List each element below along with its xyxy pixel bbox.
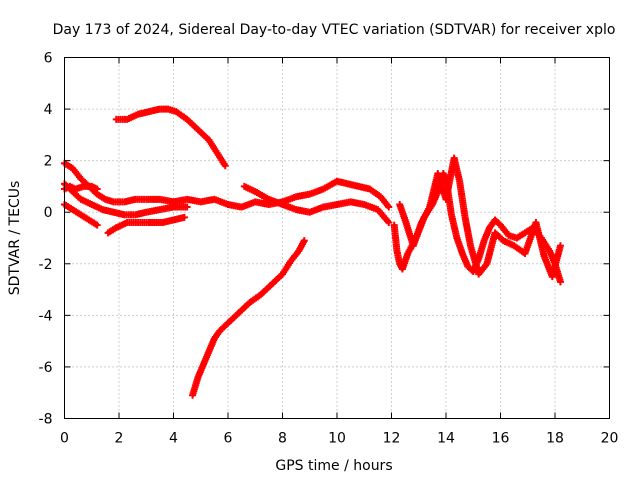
y-tick-label: -8 [39, 412, 53, 428]
x-tick-label: 16 [492, 431, 510, 447]
x-tick-label: 20 [601, 431, 619, 447]
x-tick-label: 18 [546, 431, 564, 447]
series-arc-5 [61, 182, 101, 193]
x-tick-label: 12 [383, 431, 401, 447]
data-point-marker [93, 185, 101, 193]
series-arc-7 [189, 237, 308, 399]
data-point-marker [221, 162, 229, 170]
series-arc-10 [396, 154, 564, 281]
data-point-marker [385, 219, 393, 227]
series-arc-4 [104, 213, 188, 237]
x-tick-label: 6 [224, 431, 233, 447]
y-tick-label: -4 [39, 308, 53, 324]
x-axis-label: GPS time / hours [275, 458, 392, 474]
x-tick-label: 0 [60, 431, 69, 447]
grid-lines [64, 57, 610, 419]
y-tick-label: -2 [39, 257, 53, 273]
x-tick-label: 4 [169, 431, 178, 447]
chart-title: Day 173 of 2024, Sidereal Day-to-day VTE… [53, 22, 616, 38]
x-tick-label: 14 [437, 431, 455, 447]
data-point-marker [385, 203, 393, 211]
y-tick-labels: -8 -6 -4 -2 0 2 4 6 [39, 51, 53, 428]
y-tick-label: 2 [44, 154, 53, 170]
plot-frame [64, 57, 610, 419]
y-tick-label: 0 [44, 205, 53, 221]
x-tick-label: 8 [278, 431, 287, 447]
y-tick-label: 6 [44, 51, 53, 67]
data-point-marker [556, 242, 564, 250]
y-tick-label: -6 [39, 360, 53, 376]
series-arc-6 [112, 105, 229, 170]
data-point-marker [180, 213, 188, 221]
series-arc-8 [240, 182, 393, 227]
x-tick-labels: 0 2 4 6 8 10 12 14 16 18 20 [60, 431, 618, 447]
x-tick-label: 2 [115, 431, 124, 447]
y-axis-label: SDTVAR / TECUs [7, 181, 23, 296]
y-tick-label: 4 [44, 102, 53, 118]
series-arc-3 [61, 200, 101, 229]
data-series [61, 105, 564, 399]
data-point-marker [93, 221, 101, 229]
data-point-marker [300, 237, 308, 245]
data-point-marker [556, 278, 564, 286]
x-tick-label: 10 [328, 431, 346, 447]
data-point-marker [183, 203, 191, 211]
